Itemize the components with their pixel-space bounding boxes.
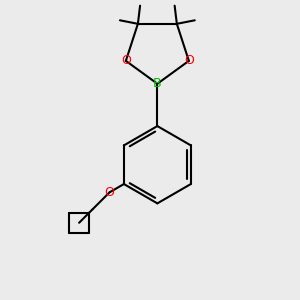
Text: O: O <box>105 186 115 199</box>
Text: O: O <box>184 54 194 68</box>
Text: B: B <box>153 77 162 90</box>
Text: O: O <box>121 54 131 68</box>
